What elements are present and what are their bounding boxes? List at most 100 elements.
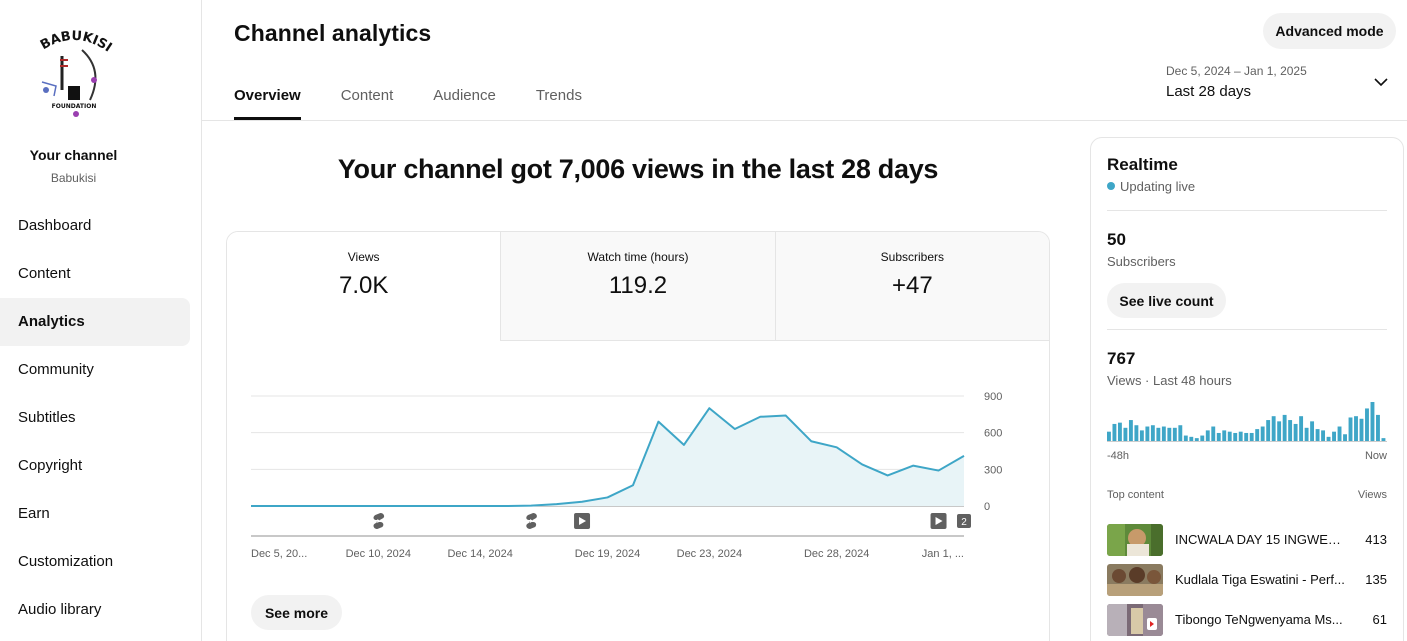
views-data-point[interactable] xyxy=(554,501,560,507)
realtime-bar[interactable] xyxy=(1348,417,1353,442)
realtime-bar[interactable] xyxy=(1315,429,1320,442)
realtime-bar[interactable] xyxy=(1277,421,1282,442)
realtime-bar[interactable] xyxy=(1326,436,1331,442)
views-data-point[interactable] xyxy=(503,503,509,509)
shorts-icon[interactable] xyxy=(373,513,385,529)
views-data-point[interactable] xyxy=(732,426,738,432)
views-data-point[interactable] xyxy=(834,444,840,450)
realtime-bar[interactable] xyxy=(1172,427,1177,442)
tab-audience[interactable]: Audience xyxy=(433,87,496,104)
realtime-bar[interactable] xyxy=(1123,427,1128,442)
tab-content[interactable]: Content xyxy=(340,87,394,104)
upload-count-badge[interactable]: 2 xyxy=(957,514,971,528)
views-data-point[interactable] xyxy=(859,461,865,467)
top-content-row[interactable]: Kudlala Tiga Eswatini - Perf... 135 xyxy=(1107,564,1387,596)
realtime-bar[interactable] xyxy=(1205,430,1210,442)
realtime-bar[interactable] xyxy=(1299,416,1304,442)
realtime-bar[interactable] xyxy=(1260,426,1265,442)
views-data-point[interactable] xyxy=(910,463,916,469)
views-data-point[interactable] xyxy=(299,503,305,509)
views-data-point[interactable] xyxy=(605,494,611,500)
views-data-point[interactable] xyxy=(426,503,432,509)
views-data-point[interactable] xyxy=(452,503,458,509)
realtime-bar[interactable] xyxy=(1381,438,1386,442)
top-content-row[interactable]: INCWALA DAY 15 INGWENYAMA 413 xyxy=(1107,524,1387,556)
views-data-point[interactable] xyxy=(885,472,891,478)
metric-tab-views[interactable]: Views 7.0K xyxy=(227,232,501,341)
realtime-bar[interactable] xyxy=(1211,426,1216,442)
realtime-bar[interactable] xyxy=(1321,430,1326,442)
date-range-picker[interactable]: Dec 5, 2024 – Jan 1, 2025 Last 28 days xyxy=(1166,64,1396,104)
realtime-bar[interactable] xyxy=(1337,426,1342,442)
realtime-bar[interactable] xyxy=(1293,423,1298,442)
video-upload-icon[interactable] xyxy=(930,513,947,529)
sidebar-item-subtitles[interactable]: Subtitles xyxy=(18,409,76,426)
views-data-point[interactable] xyxy=(528,503,534,509)
realtime-bar[interactable] xyxy=(1244,432,1249,442)
video-upload-icon[interactable] xyxy=(574,513,591,529)
realtime-bar[interactable] xyxy=(1227,431,1232,442)
channel-logo[interactable]: BABUKISI FOUNDATION xyxy=(34,29,114,122)
realtime-bar[interactable] xyxy=(1354,416,1358,442)
realtime-bar[interactable] xyxy=(1332,431,1336,442)
realtime-bar[interactable] xyxy=(1376,414,1380,442)
sidebar-item-community[interactable]: Community xyxy=(18,361,94,378)
views-data-point[interactable] xyxy=(324,503,330,509)
realtime-bar[interactable] xyxy=(1150,425,1155,442)
views-data-point[interactable] xyxy=(655,419,661,425)
views-data-point[interactable] xyxy=(350,503,356,509)
sidebar-item-audio-library[interactable]: Audio library xyxy=(18,601,102,618)
sidebar-item-dashboard[interactable]: Dashboard xyxy=(18,217,92,234)
realtime-bar[interactable] xyxy=(1194,438,1199,442)
realtime-bar[interactable] xyxy=(1365,408,1369,442)
realtime-bar[interactable] xyxy=(1117,422,1122,442)
sidebar-item-customization[interactable]: Customization xyxy=(18,553,114,570)
realtime-bar[interactable] xyxy=(1343,434,1347,442)
views-data-point[interactable] xyxy=(273,503,279,509)
realtime-bar[interactable] xyxy=(1310,421,1315,442)
views-data-point[interactable] xyxy=(681,442,687,448)
views-data-point[interactable] xyxy=(375,503,381,509)
views-data-point[interactable] xyxy=(477,503,483,509)
realtime-bar[interactable] xyxy=(1222,430,1227,442)
see-live-count-button[interactable]: See live count xyxy=(1107,283,1226,318)
views-data-point[interactable] xyxy=(757,414,763,420)
realtime-bar[interactable] xyxy=(1183,435,1188,442)
tab-overview[interactable]: Overview xyxy=(234,80,301,120)
shorts-icon[interactable] xyxy=(526,513,537,529)
realtime-bar[interactable] xyxy=(1271,416,1276,442)
realtime-bar[interactable] xyxy=(1107,431,1111,442)
views-data-point[interactable] xyxy=(401,503,407,509)
sidebar-item-earn[interactable]: Earn xyxy=(18,505,50,522)
top-content-row[interactable]: Tibongo TeNgwenyama Ms... 61 xyxy=(1107,604,1387,636)
realtime-bar[interactable] xyxy=(1266,420,1271,442)
views-data-point[interactable] xyxy=(579,499,585,505)
realtime-bar[interactable] xyxy=(1282,414,1287,442)
advanced-mode-button[interactable]: Advanced mode xyxy=(1263,13,1396,49)
realtime-bar[interactable] xyxy=(1134,425,1139,442)
realtime-bar[interactable] xyxy=(1161,426,1166,442)
views-data-point[interactable] xyxy=(808,438,814,444)
sidebar-item-analytics[interactable]: Analytics xyxy=(0,298,190,346)
tab-trends[interactable]: Trends xyxy=(535,87,582,104)
realtime-bar[interactable] xyxy=(1139,430,1144,442)
realtime-bar[interactable] xyxy=(1370,402,1375,442)
realtime-bar[interactable] xyxy=(1167,427,1172,442)
realtime-bar[interactable] xyxy=(1359,418,1364,442)
views-data-point[interactable] xyxy=(706,405,712,411)
realtime-bar[interactable] xyxy=(1145,426,1150,442)
views-data-point[interactable] xyxy=(248,503,254,509)
metric-tab-subscribers[interactable]: Subscribers +47 xyxy=(774,232,1049,341)
realtime-bar[interactable] xyxy=(1178,425,1183,442)
realtime-bar[interactable] xyxy=(1238,431,1243,442)
sidebar-item-copyright[interactable]: Copyright xyxy=(18,457,83,474)
realtime-bar[interactable] xyxy=(1156,427,1161,442)
realtime-bar[interactable] xyxy=(1249,432,1254,442)
views-data-point[interactable] xyxy=(961,453,967,459)
realtime-bar[interactable] xyxy=(1128,420,1133,442)
metric-tab-watch[interactable]: Watch time (hours) 119.2 xyxy=(500,232,775,341)
see-more-button[interactable]: See more xyxy=(251,595,342,630)
sidebar-item-content[interactable]: Content xyxy=(18,265,71,282)
views-data-point[interactable] xyxy=(936,468,942,474)
realtime-bar[interactable] xyxy=(1200,435,1205,442)
